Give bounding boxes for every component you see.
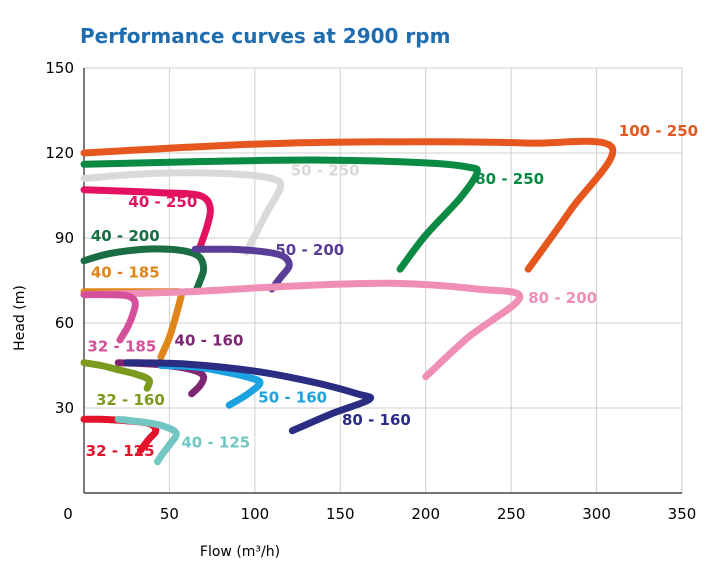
series-label: 40 - 160: [175, 332, 244, 350]
curve-80-160: [123, 359, 375, 435]
series-label: 40 - 125: [181, 434, 250, 452]
x-tick-label: 300: [582, 505, 611, 523]
y-tick-label: 90: [55, 229, 74, 247]
series-label: 40 - 250: [128, 193, 197, 211]
series-label: 50 - 250: [291, 162, 360, 180]
y-tick-label: 30: [55, 399, 74, 417]
series-label: 32 - 125: [86, 442, 155, 460]
curve-50-250: [80, 169, 285, 256]
curve-40-250: [80, 186, 214, 250]
chart-title: Performance curves at 2900 rpm: [80, 24, 451, 48]
series-label: 80 - 200: [528, 289, 597, 307]
curve-32-185: [80, 291, 139, 344]
y-tick-label: 150: [45, 59, 74, 77]
series-label: 50 - 200: [275, 241, 344, 259]
series-label: 50 - 160: [258, 388, 327, 406]
curve-100-250: [80, 137, 617, 273]
series-label: 80 - 160: [342, 411, 411, 429]
curve-80-200: [80, 279, 524, 381]
x-axis-title: Flow (m³/h): [200, 544, 280, 560]
series-label: 32 - 160: [96, 391, 165, 409]
series-labels: 100 - 250 80 - 250 50 - 250 40 - 250 40 - 20…: [86, 122, 698, 460]
curves: [80, 137, 617, 466]
x-tick-label: 250: [497, 505, 526, 523]
x-tick-label: 150: [326, 505, 355, 523]
curve-40-125: [114, 415, 180, 466]
x-tick-label: 350: [668, 505, 697, 523]
series-label: 40 - 185: [91, 264, 160, 282]
series-label: 32 - 185: [87, 337, 156, 355]
y-tick-label: 120: [45, 144, 74, 162]
x-tick-label: 200: [411, 505, 440, 523]
series-label: 100 - 250: [619, 122, 698, 140]
series-label: 40 - 200: [91, 227, 160, 245]
x-tick-label: 0: [63, 505, 73, 523]
y-axis-title: Head (m): [12, 285, 28, 351]
tick-labels: 0 50 100 150 200 250 300 350 30 60 90 120 150: [45, 59, 696, 523]
y-tick-label: 60: [55, 314, 74, 332]
x-tick-label: 50: [160, 505, 179, 523]
series-label: 80 - 250: [475, 170, 544, 188]
curve-32-160: [80, 359, 154, 392]
curve-50-200: [191, 245, 293, 293]
curve-40-200: [80, 245, 208, 293]
curve-80-250: [80, 156, 481, 273]
x-tick-label: 100: [241, 505, 270, 523]
